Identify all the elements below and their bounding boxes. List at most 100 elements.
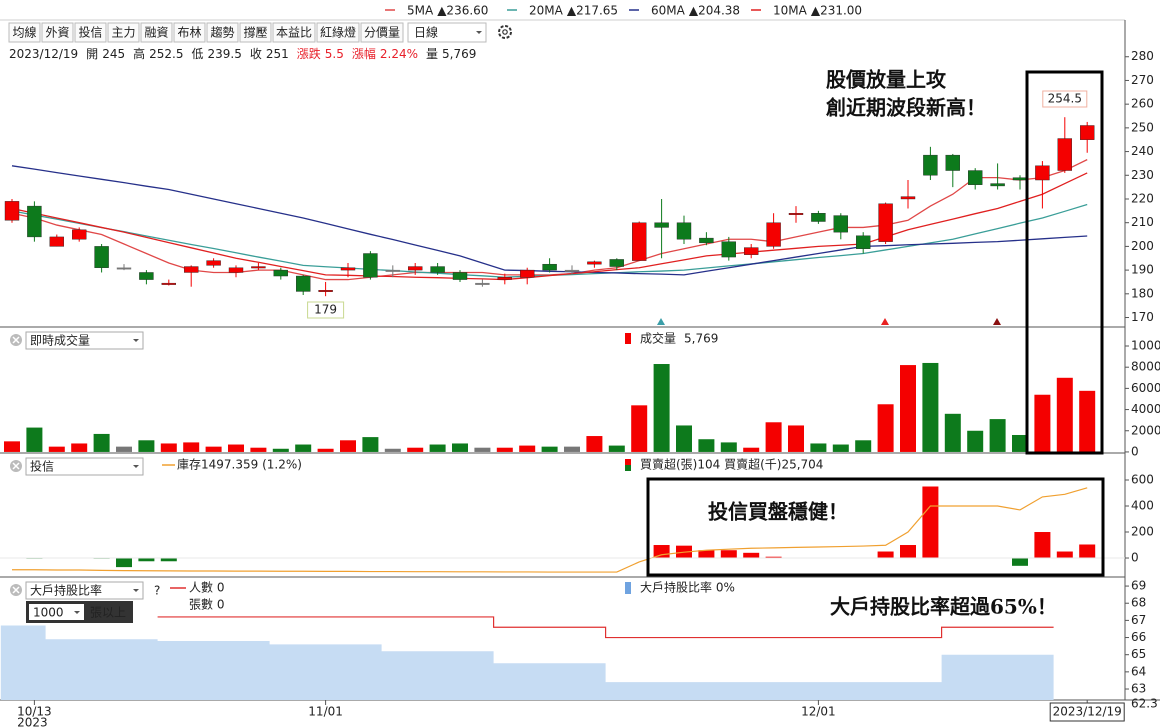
volume-bar: [362, 437, 379, 452]
indicator-select[interactable]: [25, 581, 144, 600]
toolbar-button-label[interactable]: 布林: [177, 26, 201, 40]
legend-value: ▲217.65: [567, 4, 618, 18]
legend-label: 20MA: [529, 4, 564, 18]
volume-bar: [900, 365, 916, 452]
close-icon[interactable]: [12, 586, 20, 594]
volume-bar: [698, 439, 715, 452]
volume-bar: [586, 436, 603, 452]
y-tick-label: 200: [1131, 239, 1154, 253]
toolbar-button-label[interactable]: 主力: [111, 26, 135, 40]
indicator-select[interactable]: [25, 457, 144, 476]
dropdown-arrow[interactable]: [476, 31, 482, 34]
y-tick-label: 250: [1131, 120, 1154, 134]
toolbar-button[interactable]: [140, 22, 173, 43]
low-label: 179: [314, 303, 337, 317]
y-tick-label: 67: [1131, 613, 1146, 627]
volume-bar: [4, 441, 20, 452]
filter-value[interactable]: 1000: [33, 606, 64, 620]
volume-bar: [48, 446, 65, 452]
legend-swatch: [625, 582, 631, 594]
close-icon[interactable]: [12, 462, 20, 470]
volume-bar: [384, 448, 401, 452]
legend-label: 10MA: [773, 4, 808, 18]
legend-swatch: [625, 465, 631, 471]
candle-body: [542, 263, 557, 271]
candle-body: [228, 267, 244, 273]
toolbar-button[interactable]: [8, 22, 41, 43]
toolbar-button[interactable]: [74, 22, 107, 43]
settings-icon[interactable]: [502, 29, 508, 35]
indicator-select[interactable]: [25, 331, 144, 350]
legend-label: 人數 0: [189, 581, 224, 595]
toolbar-button[interactable]: [239, 22, 272, 43]
filter-unit: 張以上: [90, 606, 126, 620]
indicator-select-label[interactable]: 大戶持股比率: [30, 583, 102, 598]
net-buy-bar: [1056, 551, 1073, 559]
toolbar-button[interactable]: [316, 22, 360, 43]
toolbar-button[interactable]: [272, 22, 316, 43]
toolbar-button-label[interactable]: 均線: [12, 25, 36, 40]
dropdown-arrow[interactable]: [133, 465, 139, 468]
toolbar-button-label[interactable]: 趨勢: [210, 25, 234, 40]
volume-bar: [519, 445, 536, 452]
period-select[interactable]: [407, 22, 487, 43]
volume-bar: [541, 446, 558, 452]
filter-input[interactable]: [29, 604, 84, 620]
net-buy-bar: [1079, 544, 1096, 559]
indicator-select-label[interactable]: 投信: [30, 459, 54, 474]
volume-bar: [631, 405, 648, 452]
dropdown-arrow[interactable]: [74, 611, 80, 614]
toolbar-button-label[interactable]: 投信: [78, 25, 102, 40]
help-icon[interactable]: ?: [154, 584, 160, 598]
candle-body: [318, 290, 333, 292]
candle-body: [206, 260, 221, 266]
toolbar-button-label[interactable]: 本益比: [276, 26, 312, 40]
toolbar-button-label[interactable]: 撐壓: [243, 26, 267, 40]
plot-area: 170 180 190 200 210 220 230 240 250 260 270 280 0 200…: [0, 49, 1160, 728]
x-tick-label: 2023/12/19: [1053, 705, 1122, 719]
toolbar-button-label[interactable]: 融資: [144, 26, 168, 40]
candle-body: [296, 275, 311, 292]
y-tick-label: 210: [1131, 215, 1154, 229]
volume-bar: [452, 443, 468, 452]
dropdown-arrow[interactable]: [133, 589, 139, 592]
volume-bar: [922, 362, 939, 452]
toolbar-button[interactable]: [360, 22, 404, 43]
holding-area: [0, 625, 1054, 700]
volume-bar: [967, 430, 984, 452]
period-select-label[interactable]: 日線: [414, 25, 438, 40]
indicator-select-label[interactable]: 即時成交量: [30, 333, 90, 348]
toolbar-button[interactable]: [206, 22, 239, 43]
toolbar-button-label[interactable]: 分價量: [364, 26, 400, 40]
volume-bar: [295, 444, 312, 452]
ui-layer: 5MA ▲236.60 20MA ▲217.65 60MA ▲204.38 10MA ▲231…: [8, 4, 862, 623]
volume-bar: [788, 425, 804, 452]
volume-bar: [564, 446, 580, 452]
volume-bar: [720, 442, 737, 452]
annotation: 投信買盤穩健！: [708, 500, 848, 524]
settings-icon[interactable]: [498, 25, 512, 39]
legend-value: ▲236.60: [437, 4, 488, 18]
candle-body: [116, 267, 132, 270]
toolbar-button[interactable]: [173, 22, 206, 43]
legend-value: ▲231.00: [811, 4, 862, 18]
annotation: 創近期波段新高！: [825, 96, 986, 120]
dropdown-arrow[interactable]: [133, 339, 139, 342]
close-icon[interactable]: [12, 336, 20, 344]
candle-body: [699, 237, 714, 244]
toolbar-button[interactable]: [107, 22, 140, 43]
series-line: [157, 616, 1054, 639]
volume-bar: [250, 447, 267, 452]
toolbar-button-label[interactable]: 外資: [45, 26, 69, 40]
toolbar-button[interactable]: [41, 22, 74, 43]
y-tick-label: 2000: [1131, 423, 1160, 437]
candle-body: [676, 222, 692, 240]
y-tick-label: 230: [1131, 168, 1154, 182]
y-tick-label: 200: [1131, 525, 1154, 539]
volume-bar: [160, 443, 177, 452]
toolbar-button-label[interactable]: 紅綠燈: [320, 25, 356, 40]
candle-body: [564, 269, 580, 272]
y-tick-label: 170: [1131, 310, 1154, 324]
legend-value: 5,769: [684, 332, 718, 346]
